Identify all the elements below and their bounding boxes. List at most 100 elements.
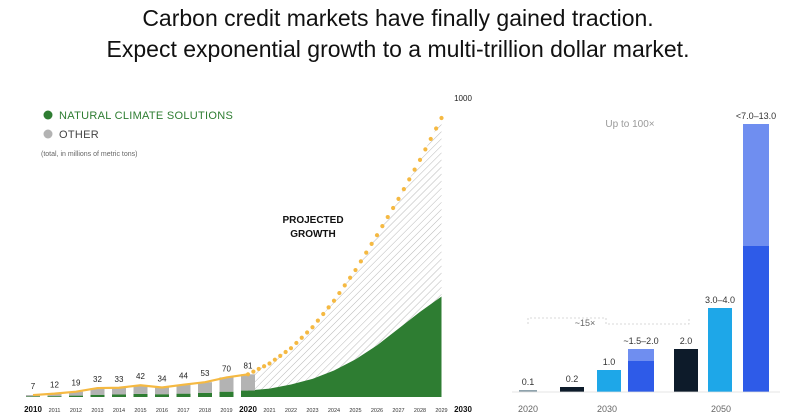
tick-2015: 2015	[134, 408, 146, 414]
bar-label-2050-6: <7.0–13.0	[736, 111, 776, 121]
growth-annotation: Up to 100×	[605, 119, 654, 130]
bar-label-2050-4: 2.0	[680, 336, 693, 346]
projection-dot	[353, 267, 358, 273]
x-axis-ticks: 2010 2011 2012 2013 2014 2015 2016 2017 2018 2019…	[24, 405, 472, 414]
projection-dot	[288, 346, 294, 351]
projection-dot	[337, 290, 342, 296]
value-label-2015: 42	[136, 372, 145, 381]
tick-2023: 2023	[306, 408, 318, 414]
projection-dot	[245, 372, 251, 377]
tick-2025: 2025	[349, 408, 361, 414]
projection-dot	[348, 275, 353, 280]
bar-other-2019	[219, 377, 234, 392]
bar-other-2012	[69, 391, 83, 396]
projection-dot	[283, 349, 288, 355]
bar-other-2018	[198, 382, 212, 393]
bar-label-2050-5: 3.0–4.0	[705, 295, 735, 305]
tick-2029: 2029	[435, 408, 447, 414]
bar-other-2013	[90, 388, 105, 395]
value-label-2018: 53	[201, 369, 210, 378]
tick-2014: 2014	[113, 408, 125, 414]
group-label-2020: 2020	[518, 404, 538, 414]
headline-line-1: Carbon credit markets have finally gaine…	[142, 5, 654, 31]
historical-bars	[26, 374, 255, 397]
projection-dot	[326, 305, 331, 310]
projection-dot	[272, 357, 277, 362]
mid-annotation: ~15×	[575, 318, 596, 328]
right-group-labels: 2020 2030 2050	[518, 404, 731, 414]
value-labels: 7 12 19 32 33 42 34 44 53 70 81	[31, 361, 253, 391]
right-chart: Up to 100× 0.1 0.2 1.0 ~1.5–2.0 2.0 3.0–4.0 <7…	[512, 111, 780, 414]
projection-dot	[267, 361, 272, 366]
bar-natural-2019	[219, 391, 234, 397]
projection-dot	[391, 205, 396, 211]
projection-dot	[310, 325, 315, 330]
bar-natural-2020	[241, 390, 255, 397]
tick-2028: 2028	[414, 408, 426, 414]
projection-dot	[278, 353, 283, 358]
value-label-2014: 33	[115, 375, 124, 384]
projection-dot	[417, 157, 423, 162]
bar-other-2010	[26, 395, 40, 397]
projection-dot	[294, 340, 299, 346]
headline: Carbon credit markets have finally gaine…	[0, 3, 796, 65]
projection-dot	[374, 233, 380, 238]
tick-2019: 2019	[220, 408, 232, 414]
units-note: (total, in millions of metric tons)	[41, 151, 137, 158]
projection-dot	[262, 364, 267, 369]
value-label-2016: 34	[158, 374, 167, 383]
projection-dot	[299, 335, 304, 340]
value-label-2010: 7	[31, 382, 36, 391]
tick-2027: 2027	[392, 408, 404, 414]
bar-natural-2015	[133, 393, 148, 397]
value-label-2013: 32	[93, 375, 102, 384]
bar-natural-2014	[112, 394, 126, 397]
bar-2030-1	[560, 387, 584, 392]
tick-2013: 2013	[91, 408, 103, 414]
bar-natural-2011	[47, 396, 62, 397]
bar-other-2015	[133, 385, 148, 394]
legend-label-other: OTHER	[59, 129, 99, 141]
projected-label-line1: PROJECTED	[282, 215, 343, 226]
group-label-2030: 2030	[597, 404, 617, 414]
bar-2050-6	[743, 246, 769, 392]
value-label-2012: 19	[72, 379, 81, 388]
value-label-2011: 12	[50, 381, 59, 390]
bar-2050-4	[674, 349, 698, 392]
historical-total-line	[32, 373, 249, 397]
projection-dot	[385, 214, 390, 220]
projection-dot	[256, 366, 261, 372]
projection-dot	[342, 283, 347, 288]
value-label-2020: 81	[244, 361, 253, 370]
bar-2030-3	[628, 361, 654, 392]
projection-dot	[396, 196, 401, 202]
projected-label-line2: GROWTH	[290, 229, 336, 240]
projection-dot	[364, 250, 369, 255]
end-value-label: 1000	[454, 94, 472, 103]
bar-label-2030-3: ~1.5–2.0	[623, 336, 658, 346]
tick-2016: 2016	[156, 408, 168, 414]
bar-label-2030-1: 0.2	[566, 374, 579, 384]
bar-natural-2010	[26, 396, 40, 397]
bar-natural-2018	[198, 392, 212, 397]
projection-dots	[245, 115, 444, 377]
legend-swatch-natural	[43, 110, 53, 120]
projection-natural-area	[248, 296, 442, 397]
bar-upper-2030-3	[628, 349, 654, 361]
bar-natural-2017	[176, 393, 191, 397]
bar-label-2020-0: 0.1	[522, 377, 535, 387]
mid-bracket-line	[527, 317, 690, 325]
projection-dot	[407, 177, 412, 182]
projection-dot	[412, 167, 417, 172]
bar-upper-2050-6	[743, 124, 769, 246]
right-bar-labels: 0.1 0.2 1.0 ~1.5–2.0 2.0 3.0–4.0 <7.0–13.0	[522, 111, 776, 387]
projection-dot	[358, 259, 363, 264]
projection-dot	[434, 126, 439, 131]
tick-2017: 2017	[177, 408, 189, 414]
legend-label-natural: NATURAL CLIMATE SOLUTIONS	[59, 110, 233, 122]
projection-dot	[428, 136, 433, 142]
projection-dot	[401, 187, 406, 192]
bar-2020-0	[519, 390, 537, 392]
tick-2030: 2030	[454, 405, 472, 414]
tick-2026: 2026	[371, 408, 383, 414]
